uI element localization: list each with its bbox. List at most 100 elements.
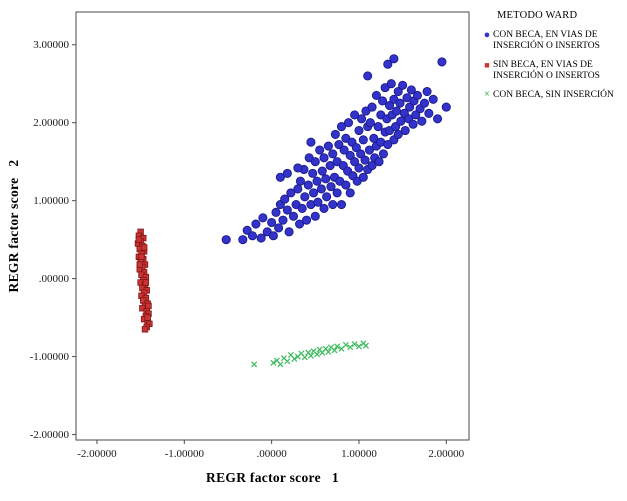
data-point — [288, 211, 299, 221]
data-point — [295, 176, 305, 186]
data-point — [336, 200, 347, 210]
data-point — [371, 90, 381, 100]
data-point — [339, 145, 349, 155]
data-point — [341, 180, 351, 190]
data-point — [350, 157, 360, 167]
data-point — [367, 102, 377, 112]
data-point — [328, 200, 338, 210]
data-point — [345, 188, 355, 198]
data-point — [412, 90, 423, 100]
data-point — [357, 114, 367, 124]
data-point — [322, 192, 332, 202]
legend-item: ● CON BECA, EN VIAS DE INSERCIÓN O INSER… — [481, 30, 625, 52]
data-point — [393, 86, 403, 97]
data-point — [365, 118, 375, 128]
data-point — [428, 94, 438, 104]
x-tick-label: .00000 — [257, 448, 288, 460]
data-point — [417, 116, 427, 126]
legend-label: CON BECA, SIN INSERCIÓN — [493, 90, 614, 100]
data-point — [351, 143, 361, 153]
y-tick-label: -2.00000 — [30, 429, 70, 441]
data-point — [280, 194, 290, 204]
data-point — [334, 343, 341, 350]
legend-label: SIN BECA, EN VIAS DE INSERCIÓN O INSERTO… — [493, 60, 600, 81]
data-point — [291, 355, 298, 362]
data-point — [282, 205, 292, 215]
data-point — [374, 157, 384, 167]
data-point — [400, 125, 410, 136]
data-point — [377, 96, 388, 106]
y-tick-label: 1.00000 — [33, 195, 69, 207]
data-point — [323, 141, 333, 151]
data-point — [145, 302, 152, 310]
data-point — [300, 192, 310, 202]
data-point — [307, 352, 314, 359]
data-point — [364, 145, 374, 155]
data-point — [242, 225, 252, 235]
data-point — [308, 168, 318, 178]
data-point — [378, 149, 388, 159]
data-point — [389, 54, 399, 64]
data-point — [284, 358, 291, 365]
legend-item: ■ SIN BECA, EN VIAS DE INSERCIÓN O INSER… — [481, 60, 625, 82]
data-point — [328, 149, 338, 159]
x-axis-title: REGR factor score 1 — [206, 470, 339, 485]
data-point — [342, 341, 349, 348]
data-point — [302, 215, 312, 225]
data-point — [135, 236, 143, 243]
series-sin-beca-en-vias — [134, 228, 153, 333]
data-point — [334, 139, 344, 150]
data-point — [221, 235, 231, 245]
data-point — [411, 110, 421, 120]
data-point — [319, 153, 329, 163]
data-point — [277, 361, 284, 368]
data-point — [258, 213, 268, 223]
data-point — [345, 150, 355, 160]
legend-label: CON BECA, EN VIAS DE INSERCIÓN O INSERTO… — [493, 30, 600, 51]
legend-item: × CON BECA, SIN INSERCIÓN — [481, 90, 625, 101]
x-tick-label: 2.00000 — [428, 448, 464, 460]
data-point — [312, 176, 322, 186]
legend: METODO WARD ● CON BECA, EN VIAS DE INSER… — [481, 10, 625, 109]
data-point — [251, 219, 261, 229]
plot-frame — [75, 11, 470, 441]
data-point — [293, 184, 303, 194]
data-point — [270, 359, 277, 366]
data-point — [284, 227, 294, 237]
data-point — [424, 108, 434, 118]
y-tick-label: -1.00000 — [30, 351, 70, 363]
data-point — [343, 118, 354, 128]
data-point — [321, 174, 331, 184]
data-point — [144, 314, 151, 321]
data-point — [293, 163, 303, 173]
legend-marker-x-icon: × — [484, 89, 490, 100]
data-point — [437, 57, 447, 67]
data-point — [358, 172, 368, 182]
data-point — [286, 188, 296, 198]
data-point — [313, 197, 323, 207]
data-point — [314, 351, 321, 358]
series-con-beca-en-vias — [221, 54, 451, 245]
data-point — [351, 341, 358, 348]
y-tick-label: 3.00000 — [33, 39, 69, 51]
x-tick-label: 1.00000 — [341, 448, 377, 460]
data-point — [362, 342, 369, 349]
data-point — [297, 203, 307, 214]
legend-marker-circle-icon: ● — [483, 29, 491, 41]
data-point — [138, 253, 145, 260]
data-point — [315, 145, 325, 155]
data-point — [393, 129, 403, 139]
data-point — [317, 166, 327, 176]
data-point — [355, 343, 362, 350]
data-point — [441, 102, 451, 112]
data-point — [251, 361, 258, 368]
data-point — [301, 354, 308, 361]
data-point — [391, 106, 402, 116]
data-point — [136, 261, 143, 268]
data-point — [326, 182, 336, 192]
data-point — [256, 233, 266, 243]
data-point — [332, 188, 342, 198]
data-point — [310, 211, 320, 221]
